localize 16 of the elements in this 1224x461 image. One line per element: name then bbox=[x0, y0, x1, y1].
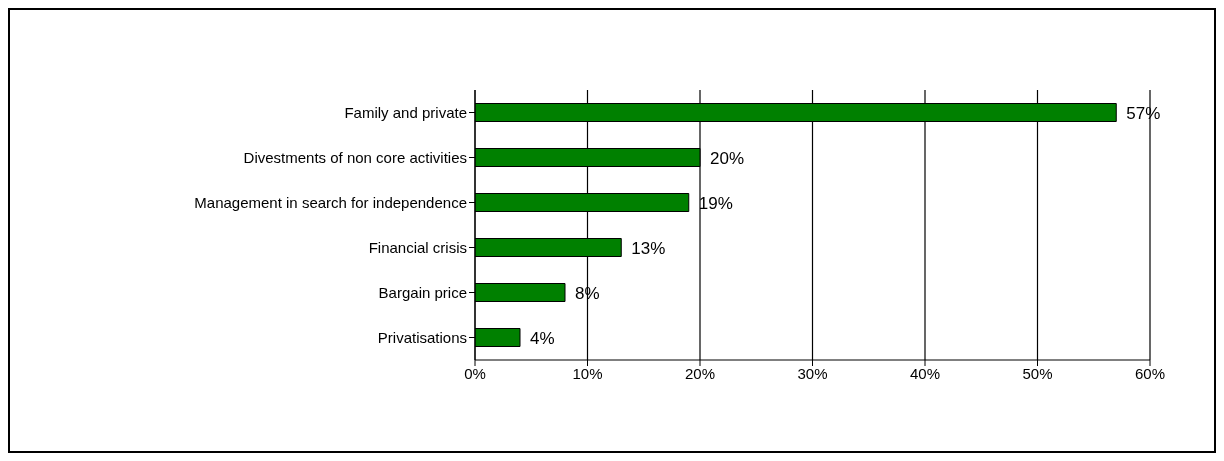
x-tick-label: 0% bbox=[464, 364, 486, 382]
x-tick-label: 40% bbox=[909, 364, 941, 382]
x-tick-label: 30% bbox=[797, 364, 828, 382]
x-tick-label: 10% bbox=[572, 364, 603, 382]
x-tick-label: 60% bbox=[1134, 364, 1166, 382]
data-label: 4% bbox=[530, 328, 555, 348]
y-tick-label: Divestments of non core activities bbox=[243, 148, 467, 166]
y-tick-label: Bargain price bbox=[378, 283, 467, 301]
data-label: 13% bbox=[631, 238, 666, 258]
y-tick-label: Privatisations bbox=[377, 328, 467, 346]
data-label: 20% bbox=[710, 148, 745, 168]
y-tick-label: Management in search for independence bbox=[194, 193, 467, 211]
y-tick-label: Family and private bbox=[344, 103, 467, 121]
x-tick-label: 50% bbox=[1022, 364, 1053, 382]
y-tick-label: Financial crisis bbox=[368, 238, 467, 256]
x-tick-label: 20% bbox=[684, 364, 716, 382]
